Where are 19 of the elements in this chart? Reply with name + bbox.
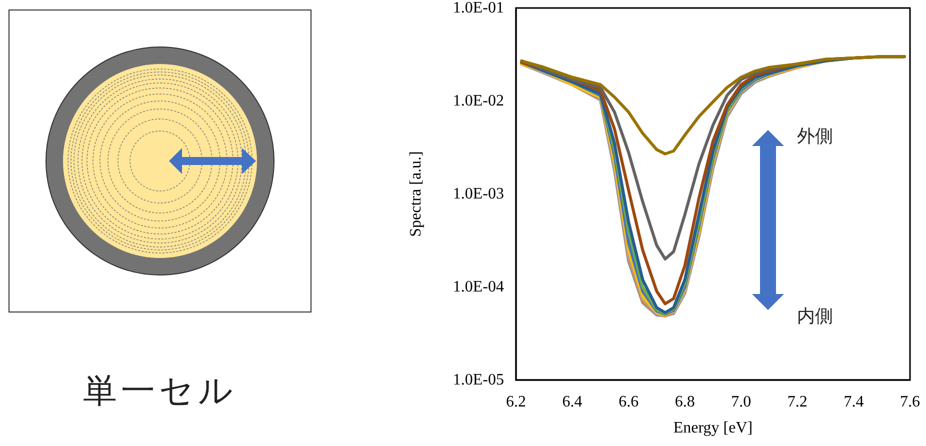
y-tick-label: 1.0E-02 xyxy=(452,92,504,110)
x-tick-label: 6.4 xyxy=(562,394,582,410)
x-axis-title: Energy [eV] xyxy=(673,420,753,436)
x-tick-label: 7.0 xyxy=(731,394,752,410)
line-series xyxy=(520,55,906,156)
y-tick-label: 1.0E-03 xyxy=(452,186,504,202)
text: 単一セル xyxy=(83,371,237,411)
x-tick-label: 6.2 xyxy=(506,394,526,410)
y-tick-label: 1.0E-01 xyxy=(452,0,504,16)
x-tick-label: 7.6 xyxy=(900,394,920,410)
x-tick-label: 6.8 xyxy=(674,394,695,410)
y-axis-title: Spectra [a.u.] xyxy=(408,151,424,237)
annotation: 内側 xyxy=(797,305,833,328)
y-tick-label: 1.0E-04 xyxy=(452,278,504,296)
x-tick-label: 7.2 xyxy=(787,394,808,410)
x-tick-label: 7.4 xyxy=(844,394,864,410)
annotation: 外側 xyxy=(797,125,833,148)
x-tick-label: 6.6 xyxy=(618,394,639,410)
y-tick-label: 1.0E-05 xyxy=(452,372,504,388)
